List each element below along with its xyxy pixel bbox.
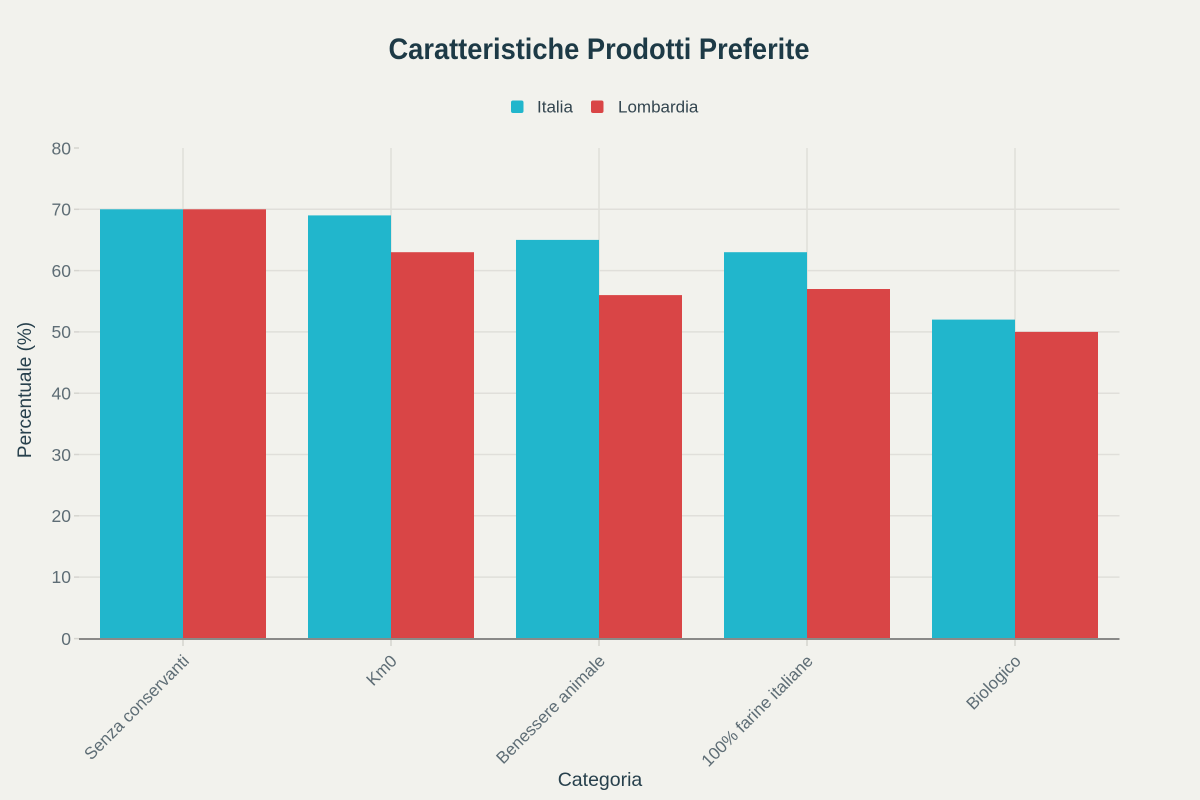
svg-text:60: 60 (52, 261, 72, 281)
svg-text:Caratteristiche Prodotti Prefe: Caratteristiche Prodotti Preferite (389, 33, 810, 66)
svg-text:10: 10 (52, 567, 72, 587)
svg-text:20: 20 (52, 506, 72, 526)
svg-text:80: 80 (52, 138, 72, 158)
svg-text:50: 50 (52, 322, 72, 342)
svg-text:Categoria: Categoria (558, 769, 643, 791)
svg-text:Italia: Italia (537, 98, 573, 117)
svg-text:Percentuale (%): Percentuale (%) (15, 322, 36, 458)
svg-text:40: 40 (52, 384, 72, 404)
svg-text:0: 0 (61, 629, 71, 649)
svg-text:70: 70 (52, 200, 72, 220)
svg-text:30: 30 (52, 445, 72, 465)
svg-text:Lombardia: Lombardia (618, 98, 699, 117)
